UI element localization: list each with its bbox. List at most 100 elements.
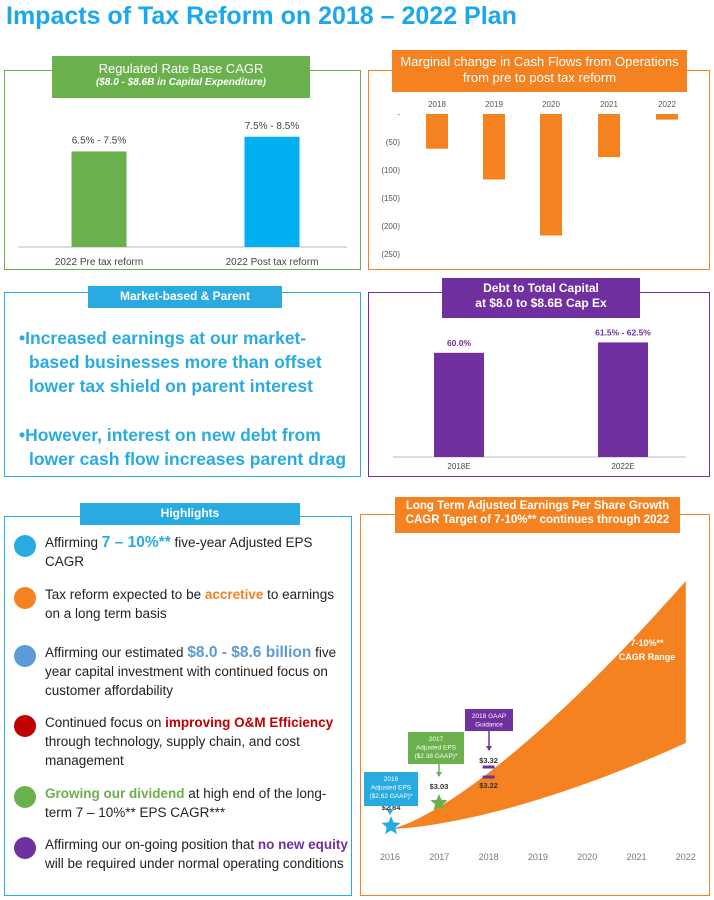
purple-circle-icon (14, 837, 36, 859)
red-circle-icon (14, 715, 36, 737)
highlight-run: at high end of the long-term 7 – 10%** E… (45, 786, 327, 820)
cash-flow-ytick: (200) (381, 222, 400, 231)
rate-base-bar (71, 151, 127, 247)
cash-flow-header: Marginal change in Cash Flows from Opera… (392, 50, 687, 92)
eps-callout-text: 2016 (384, 776, 399, 783)
eps-callout-text: 2017 (429, 736, 444, 743)
cash-flow-bar (540, 114, 562, 236)
cash-flow-bar (598, 114, 620, 158)
debt-capital-bar (434, 352, 484, 457)
guidance-high-value: $3.32 (479, 756, 498, 765)
market-based-header: Market-based & Parent (88, 286, 282, 308)
eps-callout-text: Guidance (475, 722, 503, 729)
cagr-range-area (390, 581, 686, 829)
highlight-run: Tax reform expected to be (45, 587, 205, 602)
eps-callout-arrowhead-icon (387, 810, 393, 815)
eps-xtick: 2016 (380, 852, 400, 862)
eps-xtick: 2017 (429, 852, 449, 862)
rate-base-subtitle: ($8.0 - $8.6B in Capital Expenditure) (95, 77, 267, 89)
cash-flow-bar (483, 114, 505, 180)
eps-growth-title: Long Term Adjusted Earnings Per Share Gr… (405, 500, 670, 512)
highlight-emphasis: improving O&M Efficiency (165, 715, 334, 730)
green-circle-icon (14, 786, 36, 808)
cash-flow-xtick: 2022 (658, 100, 676, 109)
eps-xtick: 2021 (626, 852, 646, 862)
highlights-header: Highlights (80, 503, 300, 525)
highlight-run: five year capital investment with contin… (45, 645, 337, 698)
debt-capital-header: Debt to Total Capital at $8.0 to $8.6B C… (442, 278, 640, 318)
highlight-run: Affirming our estimated (45, 645, 188, 660)
debt-capital-title: Debt to Total Capital (483, 281, 599, 295)
highlight-run: Continued focus on (45, 715, 166, 730)
cash-flow-bar (426, 114, 448, 149)
cash-flow-subtitle: from pre to post tax reform (462, 70, 617, 86)
eps-growth-chart: 7-10%** CAGR Range 2016 2017 2018 2019 2020 202… (364, 581, 696, 862)
market-bullet-1-line-3: lower tax shield on parent interest (29, 376, 313, 396)
cash-flow-ytick: (150) (381, 194, 400, 203)
cash-flow-chart: - (50) (100) (150) (200) (250) 2018 2019 2020 202… (381, 100, 678, 259)
cash-flow-title: Marginal change in Cash Flows from Opera… (400, 54, 679, 69)
eps-callout-arrowhead-icon (436, 772, 442, 777)
rate-base-data-label: 6.5% - 7.5% (72, 135, 127, 146)
highlight-emphasis: 7 – 10%** (101, 534, 171, 551)
eps-xtick: 2019 (528, 852, 548, 862)
highlight-text: Growing our dividend at high end of the … (45, 784, 350, 822)
market-bullet-1-line-2: based businesses more than offset (29, 352, 322, 372)
cash-flow-xtick: 2018 (428, 100, 446, 109)
rate-base-title: Regulated Rate Base CAGR (98, 61, 264, 76)
debt-capital-subtitle: at $8.0 to $8.6B Cap Ex (475, 296, 607, 310)
highlight-run: to earnings on a long term basis (45, 587, 334, 621)
bullet-marker: • (19, 425, 26, 445)
market-bullet-1-line-1: Increased earnings at our market- (25, 328, 307, 348)
orange-circle-icon (14, 587, 36, 609)
steel-blue-circle-icon (14, 645, 36, 667)
cash-flow-ytick: (250) (381, 250, 400, 259)
blue-circle-icon (14, 535, 36, 557)
highlight-run: Affirming our on-going position that (45, 837, 258, 852)
eps-xtick: 2018 (479, 852, 499, 862)
market-bullet-1: •Increased earnings at our market- (19, 326, 306, 350)
highlight-run: five-year Adjusted EPS CAGR (45, 535, 313, 569)
debt-capital-category-label: 2022E (611, 462, 634, 471)
eps-2017-value: $3.03 (430, 782, 449, 791)
highlight-emphasis: accretive (204, 587, 264, 602)
debt-capital-data-label: 61.5% - 62.5% (595, 327, 651, 337)
market-bullet-2: •However, interest on new debt from (19, 423, 321, 447)
cagr-range-label: CAGR Range (619, 652, 676, 662)
debt-capital-category-label: 2018E (447, 462, 470, 471)
eps-callout-text: ($2.38 GAAP)* (415, 753, 458, 760)
bullet-marker: • (19, 328, 26, 348)
eps-callout-text: Adjusted EPS (416, 745, 457, 752)
highlight-text: Tax reform expected to be accretive to e… (45, 585, 350, 623)
eps-2016-star-icon (381, 816, 401, 835)
highlight-emphasis: Growing our dividend (45, 786, 185, 801)
eps-callout-box (465, 709, 513, 731)
debt-capital-bar (598, 342, 648, 457)
eps-callout-text: ($2.62 GAAP)* (370, 793, 413, 800)
highlight-run: Affirming (45, 535, 102, 550)
eps-xtick: 2022 (676, 852, 696, 862)
eps-xtick: 2020 (577, 852, 597, 862)
eps-growth-subtitle: CAGR Target of 7-10%** continues through… (405, 514, 670, 527)
eps-callout-text: 2018 GAAP (472, 713, 506, 720)
eps-callout-box (364, 772, 418, 806)
cash-flow-ytick: - (397, 110, 400, 119)
highlight-text: Affirming our estimated $8.0 - $8.6 bill… (45, 643, 350, 700)
highlight-text: Affirming our on-going position that no … (45, 835, 350, 873)
cash-flow-xtick: 2019 (485, 100, 503, 109)
eps-callout-arrowhead-icon (486, 746, 492, 751)
rate-base-category-label: 2022 Post tax reform (226, 257, 319, 268)
eps-2016-value: $2.84 (382, 803, 402, 812)
guidance-low-value: $3.22 (479, 781, 498, 790)
highlight-emphasis: no new equity (257, 837, 348, 852)
highlight-emphasis: $8.0 - $8.6 billion (187, 644, 312, 661)
cash-flow-ytick: (100) (381, 166, 400, 175)
rate-base-category-label: 2022 Pre tax reform (55, 257, 143, 268)
cash-flow-xtick: 2021 (600, 100, 618, 109)
debt-capital-data-label: 60.0% (447, 338, 472, 348)
market-bullet-2-line-2: lower cash flow increases parent drag (29, 449, 347, 469)
eps-2017-star-icon (430, 794, 448, 811)
highlight-run: through technology, supply chain, and co… (45, 734, 300, 768)
rate-base-chart: 6.5% - 7.5% 2022 Pre tax reform 7.5% - 8.5… (18, 121, 347, 268)
cagr-range-label: 7-10%** (630, 638, 664, 648)
